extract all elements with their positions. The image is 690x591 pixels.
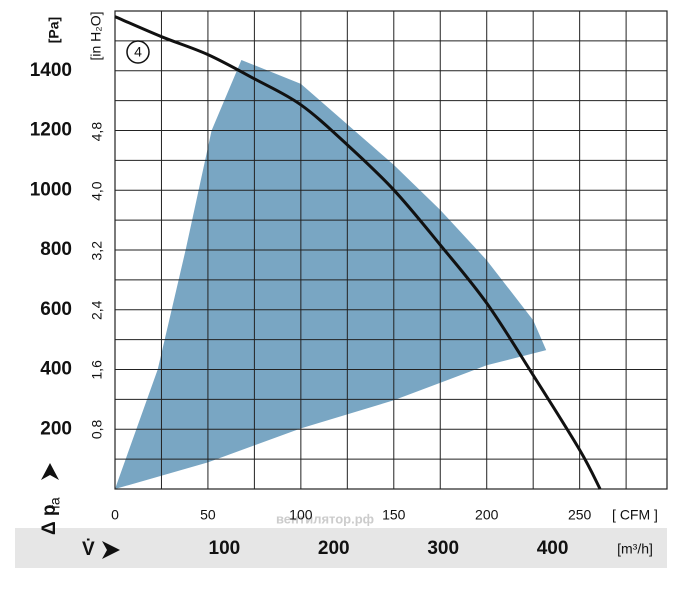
y-tick-label: 1400 xyxy=(30,60,72,81)
x-label: V̇ xyxy=(82,538,95,560)
x2-unit: [m³/h] xyxy=(617,541,653,557)
x-tick-label: 250 xyxy=(568,507,592,523)
y2-tick-label: 4,0 xyxy=(89,181,105,201)
y-tick-label: 600 xyxy=(40,299,72,320)
x2-tick-label: 200 xyxy=(318,538,350,559)
y-arrow xyxy=(41,463,59,480)
y-label-text: Δ p xyxy=(39,504,60,535)
y2-tick-label: 4,8 xyxy=(89,122,105,142)
x-tick-label: 200 xyxy=(475,507,499,523)
y2-tick-label: 0,8 xyxy=(89,419,105,439)
y2-tick-label: 3,2 xyxy=(89,241,105,261)
y-tick-label: 400 xyxy=(40,359,72,380)
fan-curve xyxy=(114,15,602,490)
annotation: 4 xyxy=(134,44,142,60)
x2-tick-label: 300 xyxy=(427,538,459,559)
x2-tick-label: 100 xyxy=(209,538,241,559)
y-label-sub: fa xyxy=(47,497,63,509)
x-tick-label: 150 xyxy=(382,507,406,523)
y-tick-label: 1200 xyxy=(30,120,72,141)
plot-frame xyxy=(114,10,668,490)
watermark: вентилятор.рф xyxy=(276,511,374,526)
operating-area xyxy=(115,60,547,489)
bottom-band xyxy=(15,528,667,568)
x2-tick-label: 400 xyxy=(537,538,569,559)
y-label: Δ p fa xyxy=(39,463,63,535)
plot xyxy=(114,10,668,490)
y-unit: [Pa] xyxy=(46,17,62,43)
y2-tick-label: 1,6 xyxy=(89,360,105,380)
x-tick-label: 0 xyxy=(111,507,119,523)
y-tick-label: 200 xyxy=(40,418,72,439)
y2-tick-label: 2,4 xyxy=(89,300,105,320)
y2-unit: [in H₂O] xyxy=(88,12,104,61)
x-unit: [ CFM ] xyxy=(612,507,658,523)
x-tick-label: 100 xyxy=(289,507,313,523)
y-tick-label: 800 xyxy=(40,239,72,260)
x-arrow xyxy=(102,541,120,559)
x-tick-label: 50 xyxy=(200,507,216,523)
y-tick-label: 1000 xyxy=(30,179,72,200)
annotation-circle xyxy=(126,40,150,64)
